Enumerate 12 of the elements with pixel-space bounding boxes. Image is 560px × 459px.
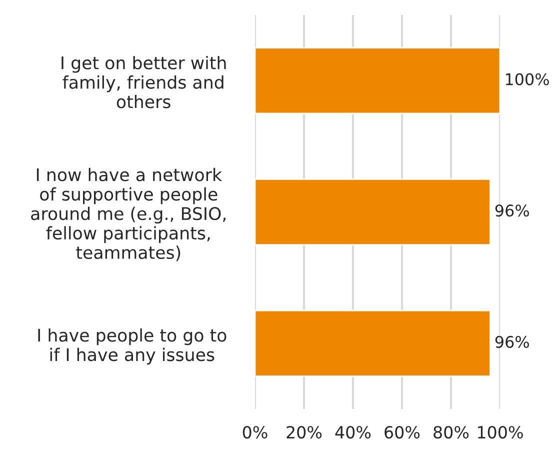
data-label: 100% <box>506 73 549 86</box>
x-tick-label: 20% <box>286 426 322 439</box>
y-tick-label: I have people to go to if I have any issues <box>38 328 226 365</box>
data-label: 96% <box>495 336 529 348</box>
x-tick-label: 60% <box>384 426 420 439</box>
y-tick-label: I now have a network of supportive people around me (e.g., BSIO, fellow participants, teammates) <box>31 168 226 262</box>
x-tick-label: 100% <box>478 426 523 439</box>
y-tick-label: I get on better with family, friends and others <box>62 56 226 108</box>
data-label: 96% <box>495 204 529 217</box>
x-tick-label: 40% <box>335 426 371 439</box>
x-tick-label: 0% <box>242 426 268 439</box>
x-tick-label: 80% <box>434 426 469 439</box>
